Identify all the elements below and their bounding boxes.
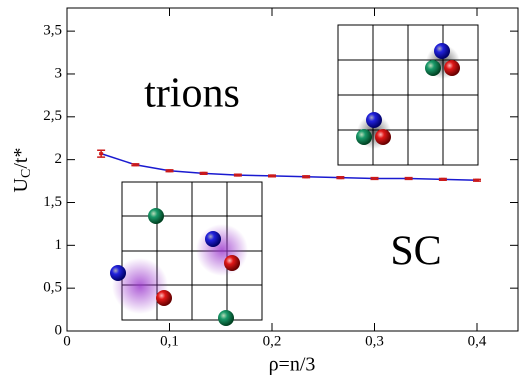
y-tick-label: 1 [55, 237, 63, 253]
plot-frame [66, 7, 519, 332]
x-tick-label: 0,3 [365, 333, 384, 349]
marker [201, 171, 206, 175]
y-tick-label: 1,5 [43, 194, 62, 210]
y-tick-label: 2 [55, 151, 63, 167]
x-tick-label: 0,1 [160, 333, 179, 349]
marker [99, 152, 104, 156]
annotation: trions [144, 71, 240, 117]
inset-trions [337, 24, 479, 166]
marker [133, 163, 138, 167]
series-line [100, 152, 478, 181]
plot [66, 8, 518, 332]
x-tick-label: 0 [63, 333, 71, 349]
x-tick-label: 0,2 [263, 333, 282, 349]
x-axis-label: ρ=n/3 [269, 354, 316, 376]
y-label-base: U [10, 177, 32, 192]
marker [406, 176, 411, 180]
y-tick-label: 0,5 [43, 280, 62, 296]
y-tick-label: 3,5 [43, 23, 62, 39]
y-label-sub: C [19, 169, 34, 178]
marker [167, 169, 172, 173]
inset-sc [110, 181, 263, 326]
annotation: SC [390, 229, 441, 275]
marker [440, 177, 445, 181]
marker [338, 176, 343, 180]
marker [475, 178, 479, 182]
y-tick-label: 0 [55, 322, 63, 338]
y-tick-label: 3 [55, 65, 63, 81]
y-axis-label: UC/t* [10, 148, 35, 193]
x-tick-label: 0,4 [468, 333, 487, 349]
marker [235, 173, 240, 177]
y-tick-label: 2,5 [43, 108, 62, 124]
marker [372, 176, 377, 180]
marker [270, 174, 274, 178]
marker [304, 175, 309, 179]
y-label-rest: /t* [10, 148, 32, 169]
